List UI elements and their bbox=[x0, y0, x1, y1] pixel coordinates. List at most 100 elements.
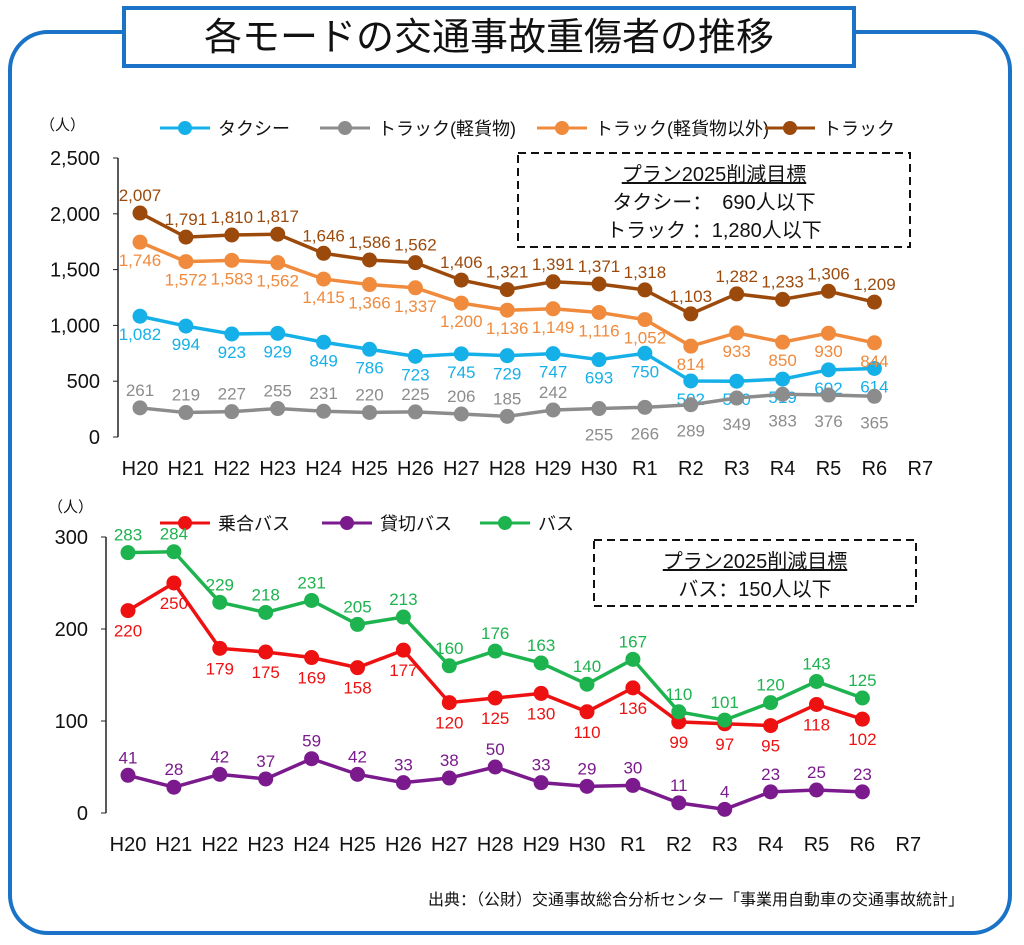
x-tick-label: H29 bbox=[535, 458, 572, 480]
data-point bbox=[591, 304, 607, 320]
data-label: 225 bbox=[401, 385, 429, 404]
data-point bbox=[441, 658, 457, 674]
data-label: 930 bbox=[814, 342, 842, 361]
data-point bbox=[499, 302, 515, 318]
data-point bbox=[821, 283, 836, 299]
data-label: 1,306 bbox=[807, 264, 850, 283]
data-point bbox=[304, 650, 320, 666]
x-tick-label: R2 bbox=[666, 834, 692, 856]
x-tick-label: R5 bbox=[804, 834, 830, 856]
data-point bbox=[178, 318, 194, 334]
x-tick-label: R4 bbox=[758, 834, 784, 856]
data-label: 102 bbox=[848, 730, 876, 749]
data-label: 110 bbox=[665, 685, 692, 704]
x-tick-label: R7 bbox=[908, 458, 934, 480]
legend-marker bbox=[178, 516, 192, 530]
data-label: 23 bbox=[761, 765, 780, 784]
data-label: 1,415 bbox=[302, 288, 345, 307]
data-point bbox=[362, 277, 377, 293]
data-point bbox=[729, 373, 745, 389]
data-point bbox=[545, 346, 561, 362]
x-tick-label: R7 bbox=[896, 834, 922, 856]
data-label: 933 bbox=[723, 342, 751, 361]
data-label: 59 bbox=[302, 732, 321, 751]
data-point bbox=[166, 575, 182, 591]
data-point bbox=[132, 234, 148, 250]
data-label: 849 bbox=[309, 351, 337, 370]
data-label: 1,116 bbox=[578, 321, 619, 340]
data-label: 1,282 bbox=[715, 267, 758, 286]
data-point bbox=[178, 405, 194, 421]
legend-label: 乗合バス bbox=[218, 514, 290, 534]
data-point bbox=[453, 295, 469, 311]
data-label: 1,149 bbox=[532, 318, 575, 337]
data-label: 1,052 bbox=[624, 329, 667, 348]
data-point bbox=[132, 205, 148, 221]
data-label: 923 bbox=[218, 343, 246, 362]
x-tick-label: R6 bbox=[850, 834, 876, 856]
data-label: 1,337 bbox=[394, 297, 437, 316]
legend-label: トラック bbox=[823, 119, 895, 139]
data-label: 33 bbox=[394, 756, 413, 775]
x-tick-label: H25 bbox=[351, 458, 388, 480]
data-point bbox=[224, 252, 240, 268]
data-label: 255 bbox=[585, 426, 613, 445]
legend-label: トラック(軽貨物以外) bbox=[595, 119, 769, 139]
data-label: 929 bbox=[264, 342, 292, 361]
data-point bbox=[625, 680, 641, 696]
data-point bbox=[453, 346, 469, 362]
data-label: 1,583 bbox=[211, 269, 254, 288]
data-label: 158 bbox=[343, 679, 371, 698]
data-point bbox=[316, 334, 332, 350]
data-point bbox=[407, 348, 423, 364]
data-point bbox=[821, 387, 836, 403]
data-label: 177 bbox=[389, 661, 417, 680]
legend-label: トラック(軽貨物) bbox=[378, 119, 516, 139]
x-tick-label: R1 bbox=[620, 834, 646, 856]
data-point bbox=[407, 280, 423, 296]
data-point bbox=[212, 640, 228, 656]
x-tick-label: H27 bbox=[431, 834, 468, 856]
data-label: 167 bbox=[619, 632, 647, 651]
data-label: 1,817 bbox=[256, 207, 299, 226]
data-point bbox=[809, 782, 824, 798]
data-label: 383 bbox=[768, 411, 796, 430]
data-point bbox=[763, 718, 779, 734]
data-point bbox=[809, 673, 824, 689]
x-tick-label: H23 bbox=[247, 834, 284, 856]
data-label: 229 bbox=[206, 575, 234, 594]
legend-marker bbox=[340, 516, 354, 530]
data-point bbox=[316, 245, 332, 261]
data-label: 101 bbox=[711, 693, 739, 712]
data-label: 283 bbox=[114, 526, 142, 545]
x-tick-label: H24 bbox=[305, 458, 342, 480]
data-point bbox=[441, 770, 457, 786]
data-point bbox=[866, 360, 882, 376]
data-point bbox=[775, 291, 791, 307]
data-label: 1,746 bbox=[119, 251, 162, 270]
data-point bbox=[499, 282, 515, 298]
data-point bbox=[821, 362, 836, 378]
y-tick-label: 200 bbox=[55, 619, 88, 641]
data-point bbox=[671, 795, 687, 811]
data-point bbox=[637, 345, 653, 361]
data-label: 614 bbox=[860, 377, 888, 396]
target-heading: プラン2025削減目標 bbox=[663, 550, 848, 573]
legend-marker bbox=[178, 121, 192, 135]
data-point bbox=[270, 255, 286, 271]
data-label: 1,366 bbox=[348, 294, 391, 313]
y-tick-label: 2,000 bbox=[50, 204, 100, 226]
data-point bbox=[224, 326, 240, 342]
legend-label: 貸切バス bbox=[380, 514, 452, 534]
data-point bbox=[499, 348, 515, 364]
x-tick-label: H23 bbox=[259, 458, 296, 480]
y-tick-label: 0 bbox=[89, 427, 100, 449]
data-label: 213 bbox=[389, 590, 417, 609]
data-point bbox=[637, 399, 653, 415]
x-tick-label: H21 bbox=[156, 834, 193, 856]
y-tick-label: 2,500 bbox=[50, 148, 100, 170]
data-label: 206 bbox=[447, 387, 475, 406]
x-tick-label: R3 bbox=[712, 834, 738, 856]
data-label: 136 bbox=[619, 699, 647, 718]
